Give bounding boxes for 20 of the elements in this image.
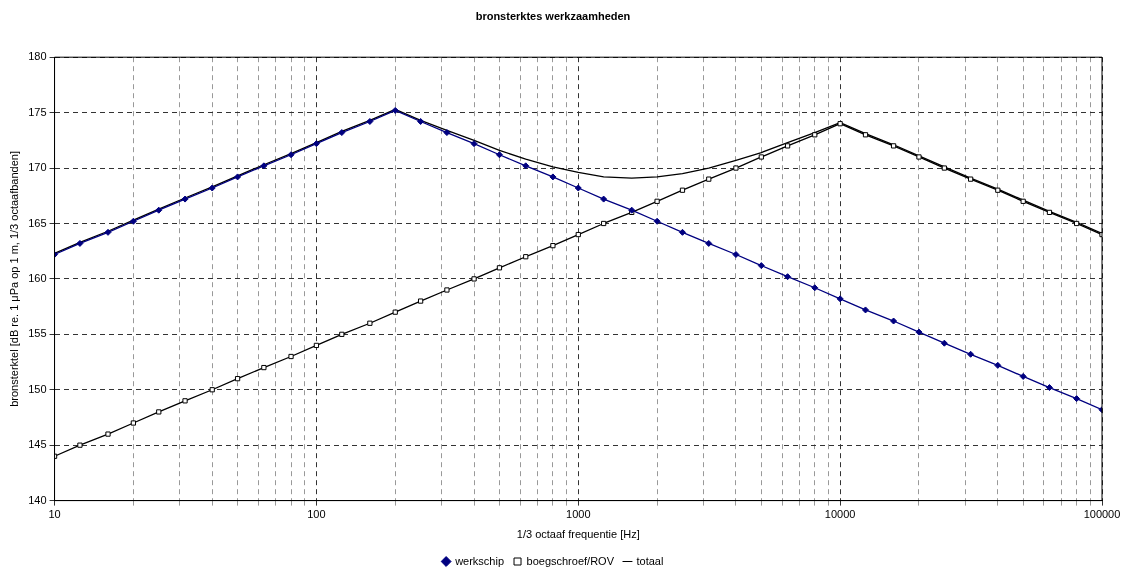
y-tick-label: 170 (28, 161, 47, 174)
y-tick-label: 160 (28, 271, 47, 284)
y-tick-label: 155 (28, 327, 47, 340)
y-tick-label: 180 (28, 50, 47, 63)
legend-label: boegschroef/ROV (526, 554, 615, 567)
y-tick-label: 140 (28, 493, 47, 506)
legend-label: totaal (636, 554, 664, 567)
x-tick-label: 10000 (824, 508, 856, 521)
y-tick-label: 150 (28, 382, 47, 395)
y-axis-title: bronsterktel [dB re. 1 μPa op 1 m, 1/3 octaafbanden] (7, 150, 20, 407)
y-tick-label: 175 (28, 105, 47, 118)
y-tick-label: 145 (28, 438, 47, 451)
chart-title: bronsterktes werkzaamheden (475, 9, 631, 22)
x-axis-title: 1/3 octaaf frequentie [Hz] (516, 528, 640, 541)
y-tick-label: 165 (28, 216, 47, 229)
x-tick-label: 1000 (566, 508, 591, 521)
x-tick-label: 100000 (1083, 508, 1121, 521)
legend-label: werkschip (454, 554, 505, 567)
x-tick-label: 10 (48, 508, 61, 521)
x-tick-label: 100 (307, 508, 326, 521)
